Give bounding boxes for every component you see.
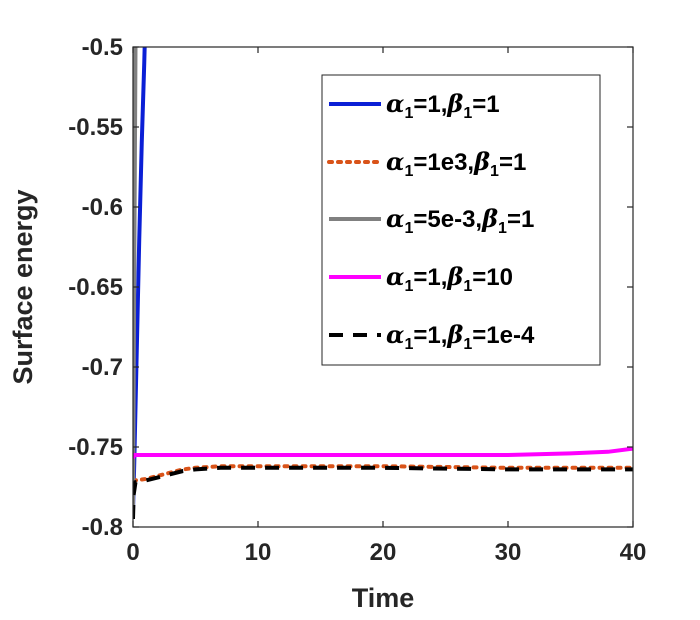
legend-label-3: α1=5e-3,β1=1 bbox=[386, 204, 534, 237]
y-axis-label: Surface energy bbox=[8, 189, 38, 384]
series-line-2 bbox=[133, 464, 633, 483]
series-line-5 bbox=[133, 465, 633, 520]
y-tick-label: -0.8 bbox=[82, 514, 123, 541]
x-tick-label: 10 bbox=[245, 539, 272, 566]
legend: α1=1,β1=1 α1=1e3,β1=1 α1=5e-3,β1=1 α1=1,β1=… bbox=[321, 74, 601, 366]
y-tick-label: -0.55 bbox=[68, 114, 123, 141]
x-tick-label: 30 bbox=[495, 539, 522, 566]
legend-label-2: α1=1e3,β1=1 bbox=[386, 147, 526, 180]
y-tick-label: -0.75 bbox=[68, 434, 123, 461]
legend-label-1: α1=1,β1=1 bbox=[386, 89, 500, 122]
x-tick-label: 40 bbox=[620, 539, 647, 566]
x-tick-label: 20 bbox=[370, 539, 397, 566]
y-tick-label: -0.7 bbox=[82, 354, 123, 381]
legend-label-4: α1=1,β1=10 bbox=[386, 262, 513, 295]
y-tick-label: -0.5 bbox=[82, 34, 123, 61]
y-tick-label: -0.65 bbox=[68, 274, 123, 301]
axis-ticks: 0 10 20 30 40 -0.8 -0.75 -0.7 -0.65 -0.6 -0.55 -0.5 bbox=[68, 34, 646, 566]
y-tick-label: -0.6 bbox=[82, 194, 123, 221]
x-axis-label: Time bbox=[352, 583, 415, 613]
x-tick-label: 0 bbox=[126, 539, 139, 566]
legend-label-5: α1=1,β1=1e-4 bbox=[386, 320, 535, 353]
series-line-4 bbox=[133, 446, 633, 459]
